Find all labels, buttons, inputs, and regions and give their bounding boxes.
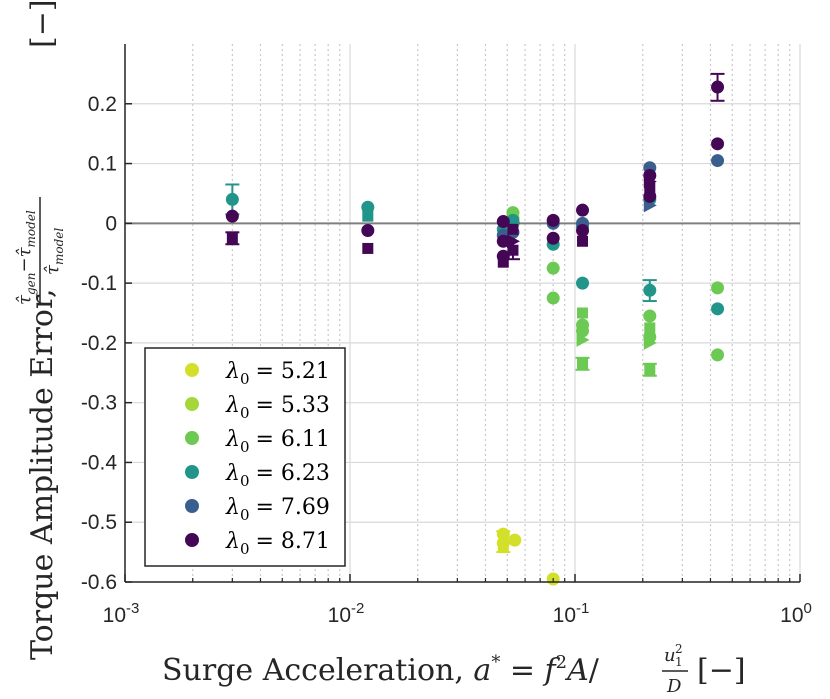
svg-text:1: 1: [675, 655, 683, 669]
data-point-series-5: [226, 232, 238, 244]
y-axis-units: [−]: [25, 0, 60, 48]
svg-text:u: u: [664, 645, 676, 666]
data-point-series-4: [711, 154, 725, 168]
data-point-series-5: [361, 224, 375, 238]
legend-entry-6-23: λ0 = 6.23: [185, 461, 330, 490]
legend-marker: [185, 465, 199, 479]
legend-marker: [185, 397, 199, 411]
legend-marker: [185, 499, 199, 513]
data-point-series-5: [577, 235, 589, 247]
y-tick-label: 0.2: [88, 93, 117, 116]
y-axis-title-fraction: τ̂gen−τ̂model τ̂model: [14, 197, 66, 305]
svg-text:D: D: [666, 676, 682, 697]
data-point-series-5: [507, 223, 519, 235]
legend-label: λ0 = 7.69: [225, 495, 330, 524]
data-point-series-5: [644, 181, 656, 193]
data-point-series-3: [576, 276, 590, 290]
y-tick-label: -0.3: [81, 392, 117, 415]
data-point-series-5: [546, 213, 560, 227]
data-point-series-2: [643, 309, 657, 323]
data-point-series-0: [496, 536, 510, 550]
data-point-series-2: [711, 281, 725, 295]
y-tick-label: 0.1: [88, 153, 117, 176]
data-point-series-2: [644, 364, 656, 376]
data-point-series-0: [508, 533, 522, 547]
x-tick-label: 10-1: [553, 600, 590, 627]
legend-marker: [185, 431, 199, 445]
data-point-series-5: [362, 242, 374, 254]
axes: [124, 44, 801, 583]
x-axis-units: [−]: [697, 653, 746, 688]
data-point-series-2: [546, 261, 560, 275]
legend-entry-8-71: λ0 = 8.71: [185, 529, 330, 558]
data-point-series-5: [711, 137, 725, 151]
data-point-series-5: [225, 209, 239, 223]
y-tick-labels: 0.2 0.1 0 -0.1 -0.2 -0.3 -0.4 -0.5 -0.6: [81, 93, 118, 594]
data-point-series-5: [711, 80, 725, 94]
data-point-series-2: [643, 335, 657, 350]
svg-text:τ̂gen−τ̂model: τ̂gen−τ̂model: [14, 210, 38, 305]
data-point-series-2: [546, 291, 560, 305]
data-point-series-5: [576, 203, 590, 217]
legend-entry-7-69: λ0 = 7.69: [185, 495, 330, 524]
y-axis-title-prefix: Torque Amplitude Error,: [25, 289, 60, 661]
legend-entry-5-21: λ0 = 5.21: [185, 359, 330, 388]
y-tick-label: -0.1: [81, 272, 117, 295]
legend-label: λ0 = 6.11: [225, 427, 330, 456]
data-point-series-5: [496, 215, 510, 229]
x-tick-label: 100: [780, 600, 812, 627]
data-point-series-3: [643, 283, 657, 297]
x-tick-label: 10-2: [328, 600, 365, 627]
data-point-series-2: [644, 322, 656, 334]
x-axis-title: Surge Acceleration, a* = f2A/: [162, 652, 600, 688]
data-point-series-5: [643, 189, 657, 203]
data-point-series-3: [506, 213, 520, 227]
y-tick-label: -0.2: [81, 332, 117, 355]
data-point-series-0: [496, 527, 510, 541]
legend-box: [144, 347, 346, 567]
data-point-series-5: [643, 174, 657, 189]
data-point-series-2: [577, 307, 589, 319]
legend-entry-6-11: λ0 = 6.11: [185, 427, 330, 456]
data-point-series-2: [711, 348, 725, 362]
data-point-series-3: [225, 192, 239, 206]
data-point-series-2: [576, 332, 590, 347]
y-tick-label: -0.4: [81, 451, 118, 474]
data-point-series-3: [361, 200, 375, 214]
legend-entry-5-33: λ0 = 5.33: [185, 393, 330, 422]
data-point-series-5: [496, 234, 510, 248]
x-axis-title-fraction: u 2 1 D: [662, 642, 688, 697]
legend-label: λ0 = 8.71: [225, 529, 330, 558]
legend-label: λ0 = 6.23: [225, 461, 330, 490]
y-tick-label: -0.5: [81, 511, 117, 534]
data-points: [225, 80, 725, 586]
svg-text:2: 2: [675, 642, 683, 656]
legend-label: λ0 = 5.21: [225, 359, 330, 388]
legend-marker: [185, 363, 199, 377]
legend-marker: [185, 533, 199, 547]
y-axis-title: Torque Amplitude Error, τ̂gen−τ̂model τ̂…: [14, 0, 66, 660]
x-tick-labels: 10-3 10-2 10-1 100: [103, 600, 812, 627]
x-tick-label: 10-3: [103, 600, 140, 627]
y-tick-label: -0.6: [81, 571, 117, 594]
data-point-series-5: [497, 256, 509, 268]
data-point-series-3: [711, 302, 725, 316]
legend-label: λ0 = 5.33: [225, 393, 330, 422]
data-point-series-5: [576, 224, 590, 238]
x-axis-title-prefix: Surge Acceleration,: [162, 653, 473, 688]
data-point-series-5: [507, 244, 519, 256]
data-point-series-2: [577, 358, 589, 370]
y-tick-label: 0: [105, 212, 117, 235]
data-point-series-2: [576, 324, 590, 338]
data-point-series-3: [362, 210, 374, 222]
data-point-series-5: [546, 231, 560, 245]
legend: λ0 = 5.21 λ0 = 5.33 λ0 = 6.11 λ0 = 6.23 λ0 = …: [144, 347, 346, 567]
svg-text:τ̂model: τ̂model: [42, 228, 66, 275]
